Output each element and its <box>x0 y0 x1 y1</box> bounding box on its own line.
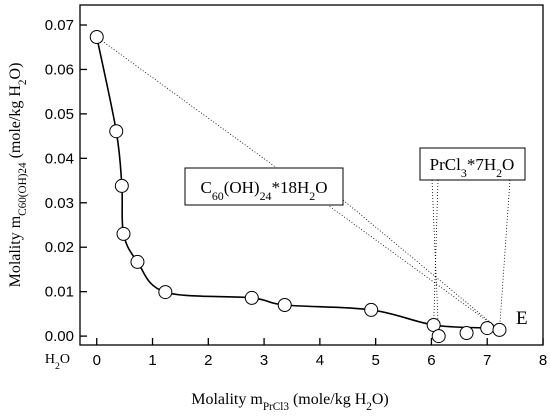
point <box>158 285 173 300</box>
subscript: 2 <box>366 401 372 413</box>
point <box>109 124 124 139</box>
text-part: H <box>45 352 55 367</box>
subscript: 2 <box>496 166 502 180</box>
text-part: PrCl <box>430 155 461 174</box>
text-part: O <box>60 352 70 367</box>
x-tick-label: 6 <box>427 352 435 369</box>
x-tick-label: 3 <box>260 352 268 369</box>
x-tick-label: 0 <box>93 352 101 369</box>
subscript: 3 <box>461 166 467 180</box>
text-part: (mole/kg H <box>7 85 24 163</box>
y-tick-label: 0.02 <box>45 239 74 256</box>
tie-lines <box>96 36 511 337</box>
annotation: PrCl3*7H2O <box>430 155 515 180</box>
point <box>277 298 292 312</box>
y-axis-label: Molality mC60(OH)24 (mole/kg H2O) <box>7 63 29 288</box>
x-tick-label: 5 <box>371 352 379 369</box>
subscript: 60 <box>212 189 224 203</box>
point <box>364 302 379 317</box>
annotation-box <box>419 147 526 181</box>
y-tick-label: 0.07 <box>45 17 74 34</box>
subscript: PrCl3 <box>263 401 290 413</box>
subscript: 24 <box>260 189 272 203</box>
text-part: Molality m <box>7 215 24 287</box>
text-part: O) <box>7 63 24 80</box>
subscript: 2 <box>17 79 29 85</box>
y-tick-label: 0.00 <box>45 328 74 345</box>
point <box>89 30 104 44</box>
x-tick-label: 8 <box>539 352 547 369</box>
annotation: E <box>516 308 528 329</box>
subscript: C60(OH)24 <box>17 162 29 216</box>
x-origin-label: H2O <box>45 352 70 372</box>
point <box>116 226 131 241</box>
plot-frame <box>79 4 544 346</box>
text-part: (OH) <box>224 178 260 197</box>
text-part: *7H <box>467 155 496 174</box>
text-part: (mole/kg H <box>289 391 367 408</box>
annotation-box <box>184 167 344 206</box>
text-part: *18H <box>272 178 310 197</box>
point <box>130 254 145 269</box>
tie-line <box>342 199 500 331</box>
y-tick-label: 0.04 <box>45 150 74 167</box>
y-tick-label: 0.01 <box>45 284 74 301</box>
annotation: C60(OH)24*18H2O <box>200 178 327 203</box>
point <box>431 329 446 344</box>
x-tick-label: 1 <box>148 352 156 369</box>
y-tick-label: 0.03 <box>45 195 74 212</box>
point <box>480 321 495 336</box>
text-part: O) <box>372 391 389 408</box>
text-part: C <box>200 178 211 197</box>
y-tick-label: 0.05 <box>45 106 74 123</box>
point <box>244 290 259 305</box>
tie-line <box>433 179 439 326</box>
text-part: Molality m <box>191 391 263 408</box>
x-tick-label: 7 <box>483 352 491 369</box>
text-part: O <box>502 155 514 174</box>
text-part: O <box>315 178 327 197</box>
subscript: 2 <box>309 189 315 203</box>
x-tick-label: 2 <box>204 352 212 369</box>
tie-line <box>96 36 500 331</box>
x-axis-label: Molality mPrCl3 (mole/kg H2O) <box>191 391 389 413</box>
point <box>459 326 474 340</box>
subscript: 2 <box>55 361 60 372</box>
x-tick-label: 4 <box>316 352 324 369</box>
point <box>492 322 507 337</box>
tie-line <box>499 179 511 330</box>
y-tick-label: 0.06 <box>45 61 74 78</box>
point <box>114 178 129 193</box>
